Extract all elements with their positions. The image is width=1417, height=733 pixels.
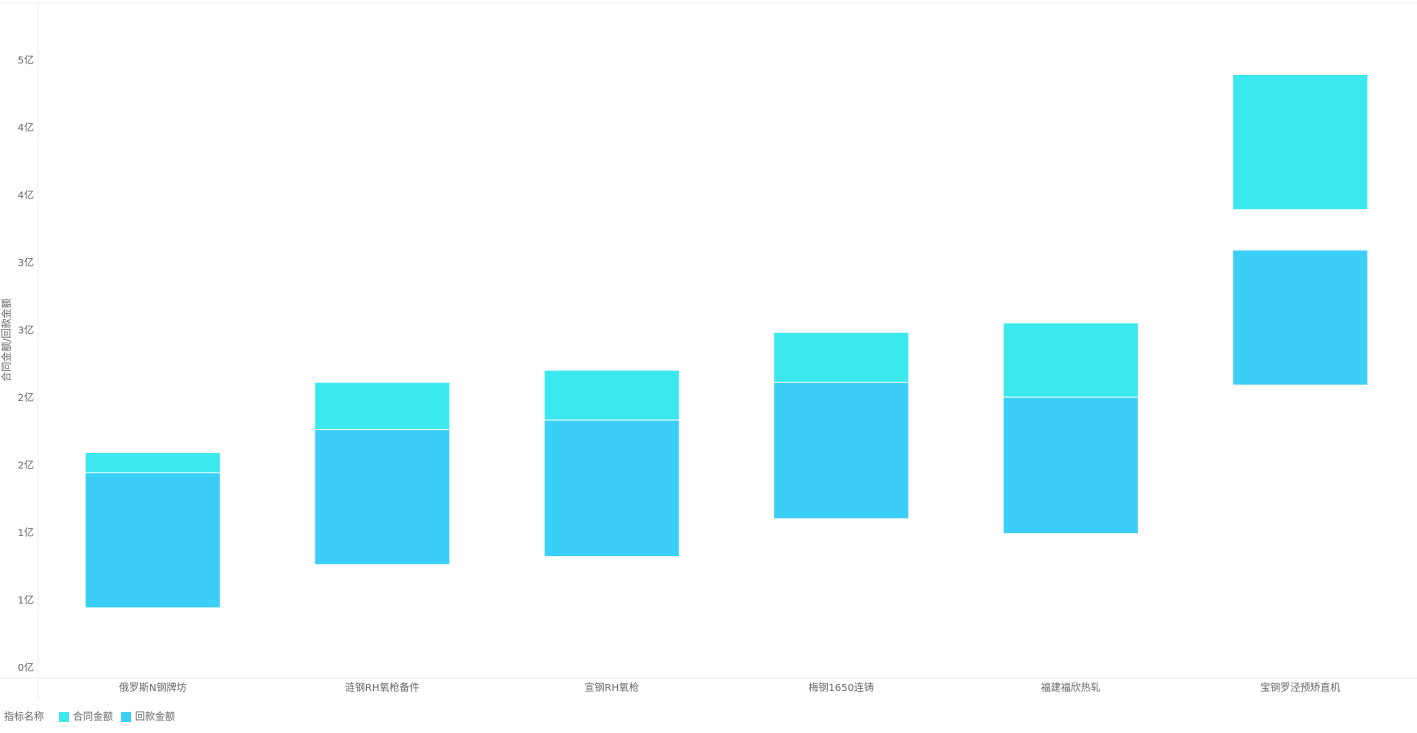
bar	[84, 472, 221, 609]
bar	[773, 331, 910, 383]
y-tick-label: 1亿	[18, 526, 34, 539]
bar	[773, 381, 910, 520]
y-tick-label: 4亿	[18, 121, 34, 134]
bar	[314, 429, 451, 566]
bar	[1232, 249, 1369, 386]
y-tick-label: 2亿	[18, 391, 34, 404]
bar	[1232, 74, 1369, 210]
bar	[1002, 396, 1139, 534]
x-tick-label: 宣钢RH氧枪	[585, 681, 639, 694]
x-tick-label: 宝钢罗泾预矫直机	[1260, 681, 1340, 694]
y-tick-label: 4亿	[18, 189, 34, 202]
bar	[84, 452, 221, 474]
x-tick-label: 俄罗斯N钢牌坊	[119, 681, 186, 694]
bar	[543, 369, 680, 421]
bar	[543, 419, 680, 557]
legend-swatch	[121, 712, 131, 722]
x-tick-label: 梅钢1650连铸	[809, 681, 874, 694]
y-tick-label: 2亿	[18, 459, 34, 472]
bar	[1002, 322, 1139, 398]
legend-label: 合同金额	[73, 710, 113, 723]
y-axis-label: 合同金额/回款金额	[0, 298, 13, 381]
x-tick-label: 福建福欣热轧	[1041, 681, 1101, 694]
legend-title: 指标名称	[4, 710, 44, 723]
y-tick-label: 3亿	[18, 256, 34, 269]
x-tick-label: 涟钢RH氧枪备件	[345, 681, 419, 694]
y-tick-label: 1亿	[18, 594, 34, 607]
y-tick-label: 5亿	[18, 54, 34, 67]
legend-swatch	[59, 712, 69, 722]
legend-label: 回款金额	[135, 710, 175, 723]
y-tick-label: 0亿	[18, 661, 34, 674]
y-tick-label: 3亿	[18, 324, 34, 337]
bar	[314, 381, 451, 431]
